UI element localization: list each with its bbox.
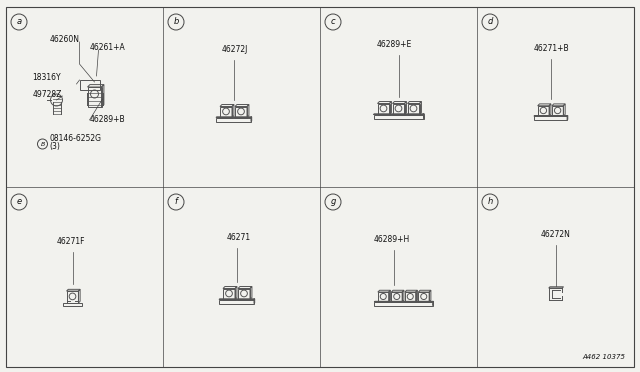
Bar (88, 87, 102, 107)
Text: g: g (330, 198, 336, 206)
Text: 46289+H: 46289+H (374, 235, 410, 244)
Text: 46271F: 46271F (56, 237, 85, 246)
Text: 08146-6252G: 08146-6252G (49, 134, 102, 143)
Text: 46260N: 46260N (49, 35, 79, 44)
Bar (405, 292, 415, 302)
Bar (408, 103, 419, 115)
Text: 49728Z: 49728Z (33, 90, 62, 99)
Bar (219, 299, 254, 304)
Text: a: a (17, 17, 22, 26)
Text: 46289+B: 46289+B (90, 115, 125, 124)
Text: 46289+E: 46289+E (376, 40, 412, 49)
Text: (3): (3) (49, 142, 60, 151)
Bar (378, 103, 390, 115)
Bar (374, 115, 424, 119)
Bar (419, 292, 429, 302)
Text: e: e (17, 198, 22, 206)
Text: 46261+A: 46261+A (90, 43, 125, 52)
Text: 46271: 46271 (227, 233, 251, 242)
Bar (552, 106, 563, 116)
Bar (79, 80, 99, 90)
Text: h: h (488, 198, 493, 206)
Text: 46272J: 46272J (221, 45, 248, 54)
Text: 18316Y: 18316Y (33, 73, 61, 82)
Bar (216, 118, 251, 122)
Bar (223, 289, 235, 299)
Text: 46272N: 46272N (541, 230, 570, 239)
Text: B: B (40, 141, 45, 147)
Text: 46271+B: 46271+B (534, 44, 569, 53)
Bar (67, 291, 79, 303)
Bar (534, 116, 567, 120)
Text: c: c (331, 17, 335, 26)
Text: A462 10375: A462 10375 (582, 354, 625, 360)
Bar (374, 302, 433, 305)
Text: b: b (173, 17, 179, 26)
Bar (538, 106, 549, 116)
Bar (238, 289, 250, 299)
Bar (392, 103, 404, 115)
Bar (378, 292, 388, 302)
Text: d: d (487, 17, 493, 26)
Bar (391, 292, 402, 302)
Bar (220, 106, 232, 118)
Bar (235, 106, 247, 118)
Text: f: f (175, 198, 177, 206)
